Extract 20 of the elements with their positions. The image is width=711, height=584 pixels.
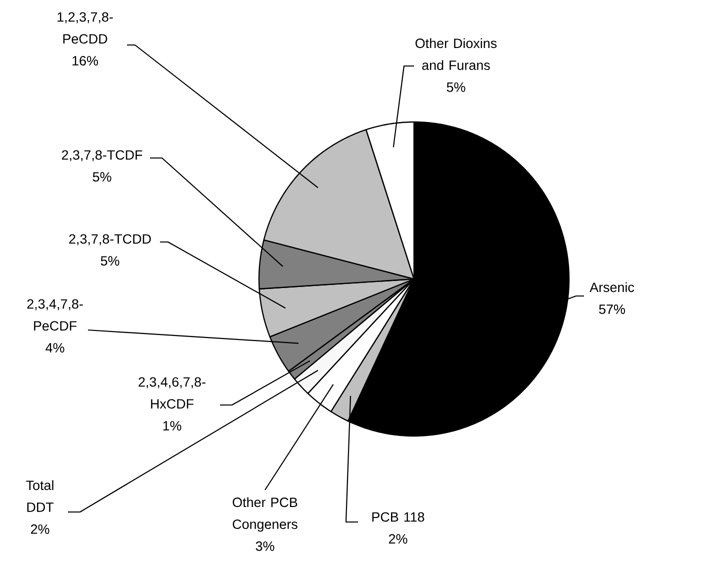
slice-label: 1,2,3,7,8-PeCDD	[58, 12, 113, 44]
data-label: 4%	[46, 343, 64, 353]
slice-label: 2,3,4,7,8-PeCDF	[27, 299, 83, 331]
data-label: 16%	[72, 56, 98, 66]
data-label: 5%	[446, 82, 466, 92]
slice-label: Arsenic	[590, 282, 634, 292]
data-label: 57%	[599, 304, 625, 314]
slice-label: 2,3,7,8-TCDD	[69, 234, 151, 246]
data-label: 2%	[30, 524, 50, 534]
slice-label: 2,3,7,8-TCDF	[62, 150, 142, 162]
slice-label: Other Dioxins and Furans	[416, 38, 497, 70]
data-label: 1%	[163, 421, 182, 431]
data-label: 5%	[92, 172, 112, 182]
slice-label: 2,3,4,6,7,8-HxCDF	[138, 377, 206, 409]
data-label: 5%	[100, 256, 120, 266]
slice-label: Total DDT	[26, 480, 54, 512]
data-label: 2%	[388, 534, 408, 544]
slice-label: PCB 118	[372, 512, 424, 522]
data-label: 3%	[256, 541, 274, 551]
slice-label: Other PCB Congeners	[232, 497, 298, 532]
